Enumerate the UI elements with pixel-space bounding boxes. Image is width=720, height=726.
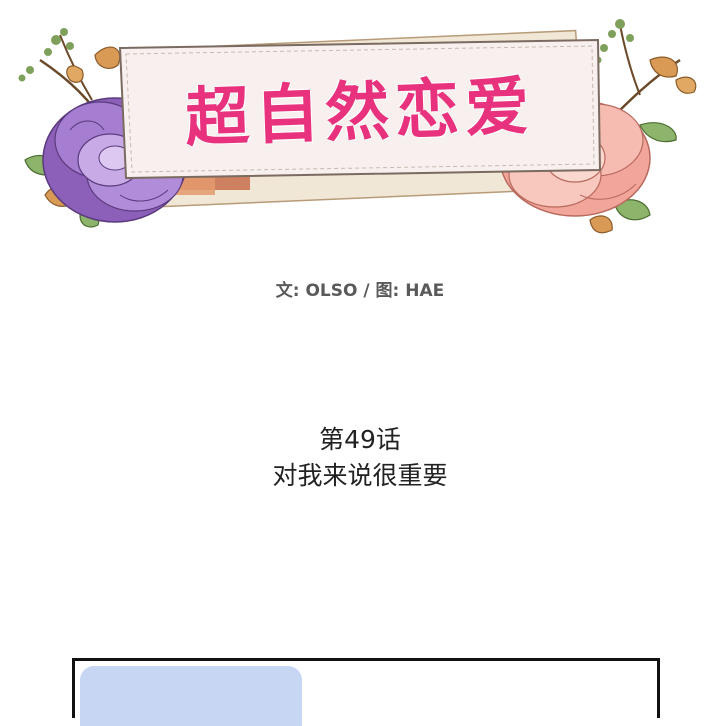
title-paper-banner — [118, 38, 602, 180]
author-credits: 文: OLSO / 图: HAE — [275, 281, 445, 301]
chapter-number: 第49话 — [319, 425, 401, 454]
series-title: 超自然恋爱 — [184, 69, 537, 157]
comic-panel — [72, 658, 660, 726]
floral-title-frame — [18, 19, 697, 234]
chapter-title: 对我来说很重要 — [272, 461, 448, 490]
title-header-art: 超自然恋爱 — [0, 0, 720, 260]
panel-sky-area — [80, 666, 302, 726]
